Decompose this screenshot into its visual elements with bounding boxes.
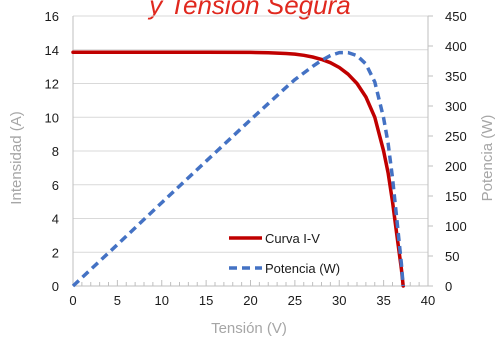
y-left-tick-label-6: 12	[45, 77, 59, 92]
y-right-tick-label-6: 300	[445, 99, 467, 114]
y-right-tick-label-7: 350	[445, 69, 467, 84]
y-left-tick-label-3: 6	[52, 178, 59, 193]
y-left-tick-label-5: 10	[45, 110, 59, 125]
y-right-tick-label-9: 450	[445, 9, 467, 24]
y-left-tick-label-4: 8	[52, 144, 59, 159]
y-left-axis-ticks: 0 2 4 6 8 10 12 14 16	[45, 9, 59, 294]
y-left-axis-title: Intensidad (A)	[8, 111, 25, 204]
x-tick-label-6: 30	[332, 293, 346, 308]
x-tick-label-5: 25	[288, 293, 302, 308]
series-lines	[71, 50, 405, 288]
x-axis-title: Tensión (V)	[211, 320, 287, 337]
x-tick-label-3: 15	[199, 293, 213, 308]
x-tick-label-7: 35	[376, 293, 390, 308]
y-right-axis-ticks: 0 50 100 150 200 250 300 350 400 450	[428, 9, 467, 294]
legend: Curva I-V Potencia (W)	[229, 231, 340, 276]
x-tick-label-1: 5	[114, 293, 121, 308]
header-fragment: y Tensión Segura	[147, 0, 350, 20]
y-right-tick-label-5: 250	[445, 129, 467, 144]
series-line-1	[71, 50, 405, 288]
legend-label-1: Potencia (W)	[265, 261, 340, 276]
gridlines	[73, 15, 428, 287]
y-left-tick-label-1: 2	[52, 245, 59, 260]
legend-label-0: Curva I-V	[265, 231, 320, 246]
y-right-tick-label-3: 150	[445, 189, 467, 204]
x-tick-label-8: 40	[421, 293, 435, 308]
y-right-tick-label-1: 50	[445, 249, 459, 264]
y-left-tick-label-0: 0	[52, 279, 59, 294]
y-left-tick-label-7: 14	[45, 43, 59, 58]
x-tick-label-2: 10	[155, 293, 169, 308]
y-right-tick-label-2: 100	[445, 219, 467, 234]
x-tick-label-0: 0	[69, 293, 76, 308]
y-right-tick-label-4: 200	[445, 159, 467, 174]
x-axis-ticks: 0 5 10 15 20 25 30 35 40	[69, 280, 435, 308]
series-line-0	[71, 50, 405, 288]
y-right-tick-label-8: 400	[445, 39, 467, 54]
y-right-axis-title: Potencia (W)	[479, 115, 496, 202]
y-left-tick-label-2: 4	[52, 212, 59, 227]
y-left-tick-label-8: 16	[45, 9, 59, 24]
x-tick-label-4: 20	[243, 293, 257, 308]
y-right-tick-label-0: 0	[445, 279, 452, 294]
